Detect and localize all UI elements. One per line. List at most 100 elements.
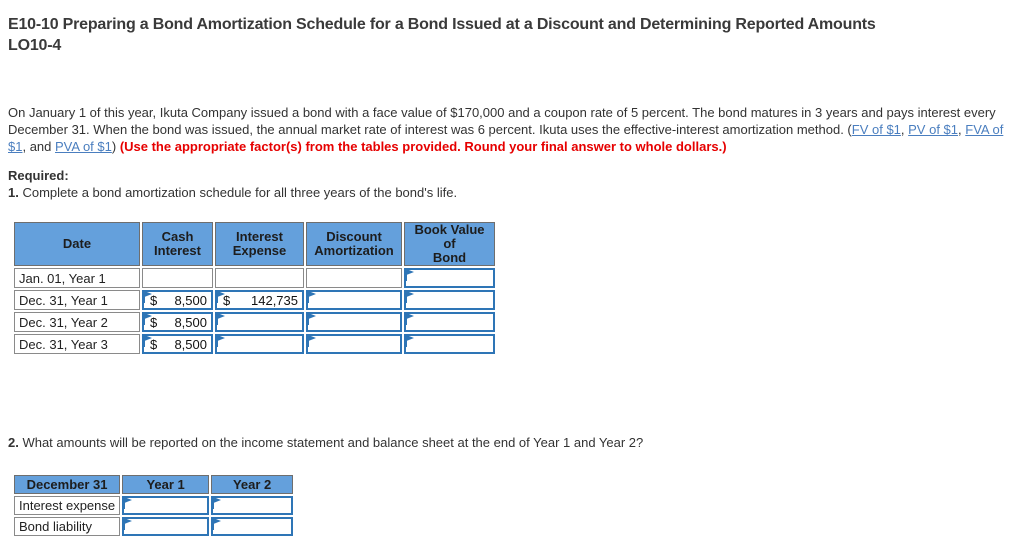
- answer-flag-icon: [212, 497, 222, 509]
- table-row: Dec. 31, Year 1 $ 8,500 $ 142,735: [14, 290, 495, 310]
- cash-interest-cell-dec31-y3: $ 8,500: [142, 334, 213, 354]
- answer-flag-icon: [405, 269, 414, 281]
- separator-text: ): [111, 139, 120, 154]
- date-label-dec31-y3: Dec. 31, Year 3: [14, 334, 140, 354]
- interest-expense-year1-cell: [122, 496, 210, 515]
- header-interest-expense: Interest Expense: [215, 222, 304, 266]
- interest-expense-cell-dec31-y2: [215, 312, 304, 332]
- pv-of-1-link[interactable]: PV of $1: [908, 122, 959, 137]
- exercise-title: E10-10 Preparing a Bond Amortization Sch…: [8, 14, 1008, 56]
- answer-flag-icon: [307, 291, 316, 303]
- table-row: Dec. 31, Year 2 $ 8,500: [14, 312, 495, 332]
- book-value-cell-dec31-y1: [404, 290, 495, 310]
- bond-liability-year1-input[interactable]: [122, 517, 210, 536]
- date-label-jan01-y1: Jan. 01, Year 1: [14, 268, 140, 288]
- reported-amounts-table: December 31 Year 1 Year 2 Interest expen…: [12, 473, 295, 538]
- interest-expense-year2-input[interactable]: [211, 496, 294, 515]
- discount-amortization-cell-jan01-y1: [306, 268, 402, 288]
- rounding-instruction-note: (Use the appropriate factor(s) from the …: [119, 139, 727, 154]
- fv-of-1-link[interactable]: FV of $1: [851, 122, 901, 137]
- answer-flag-icon: [307, 313, 316, 325]
- discount-amortization-input-dec31-y2[interactable]: [306, 312, 402, 332]
- interest-expense-input-dec31-y2[interactable]: [215, 312, 304, 332]
- cash-interest-value: 8,500: [174, 314, 207, 330]
- interest-expense-cell-dec31-y1: $ 142,735: [215, 290, 304, 310]
- bond-liability-year2-cell: [211, 517, 294, 536]
- separator-text: ,: [958, 122, 966, 137]
- answer-flag-icon: [405, 291, 414, 303]
- book-value-input-dec31-y3[interactable]: [404, 334, 495, 354]
- answer-flag-icon: [307, 335, 316, 347]
- problem-statement: On January 1 of this year, Ikuta Company…: [8, 104, 1016, 155]
- book-value-cell-dec31-y2: [404, 312, 495, 332]
- required-label: Required:: [8, 168, 69, 183]
- header-year-1: Year 1: [122, 475, 210, 494]
- table-row: Bond liability: [14, 517, 294, 536]
- required-section: Required: 1. Complete a bond amortizatio…: [8, 167, 1016, 201]
- table-row: Interest expense: [14, 496, 294, 515]
- answer-flag-icon: [216, 313, 225, 325]
- answer-flag-icon: [405, 313, 414, 325]
- book-value-input-dec31-y1[interactable]: [404, 290, 495, 310]
- dollar-sign: $: [223, 292, 231, 308]
- book-value-input-jan01-y1[interactable]: [404, 268, 495, 288]
- dollar-sign: $: [150, 314, 158, 330]
- answer-flag-icon: [216, 335, 225, 347]
- table-row: Dec. 31, Year 3 $ 8,500: [14, 334, 495, 354]
- table-header-row: Date Cash Interest Interest Expense Disc…: [14, 222, 495, 266]
- book-value-cell-jan01-y1: [404, 268, 495, 288]
- bond-liability-year1-cell: [122, 517, 210, 536]
- requirement-1-text: Complete a bond amortization schedule fo…: [18, 185, 458, 200]
- requirement-1: 1. Complete a bond amortization schedule…: [8, 184, 1016, 201]
- amortization-schedule-table: Date Cash Interest Interest Expense Disc…: [12, 220, 497, 356]
- interest-expense-cell-jan01-y1: [215, 268, 304, 288]
- interest-expense-year1-input[interactable]: [122, 496, 210, 515]
- bond-liability-year2-input[interactable]: [211, 517, 294, 536]
- header-cash-interest: Cash Interest: [142, 222, 213, 266]
- interest-expense-input-dec31-y3[interactable]: [215, 334, 304, 354]
- interest-expense-year2-cell: [211, 496, 294, 515]
- answer-flag-icon: [123, 518, 133, 530]
- requirement-2: 2. What amounts will be reported on the …: [8, 434, 1016, 451]
- header-date: Date: [14, 222, 140, 266]
- problem-text: On January 1 of this year, Ikuta Company…: [8, 105, 996, 137]
- discount-amortization-cell-dec31-y2: [306, 312, 402, 332]
- cash-interest-input-dec31-y2[interactable]: $ 8,500: [142, 312, 213, 332]
- book-value-cell-dec31-y3: [404, 334, 495, 354]
- interest-expense-input-dec31-y1[interactable]: $ 142,735: [215, 290, 304, 310]
- header-december-31: December 31: [14, 475, 121, 494]
- cash-interest-input-dec31-y3[interactable]: $ 8,500: [142, 334, 213, 354]
- exercise-page: E10-10 Preparing a Bond Amortization Sch…: [8, 14, 1016, 538]
- bond-liability-row-label: Bond liability: [14, 517, 121, 536]
- dollar-sign: $: [150, 292, 158, 308]
- requirement-2-text: What amounts will be reported on the inc…: [18, 435, 644, 450]
- exercise-title-line2: LO10-4: [8, 37, 62, 54]
- dollar-sign: $: [150, 336, 158, 352]
- requirement-2-number: 2.: [8, 435, 19, 450]
- cash-interest-cell-dec31-y1: $ 8,500: [142, 290, 213, 310]
- header-discount-amortization: Discount Amortization: [306, 222, 402, 266]
- cash-interest-value: 8,500: [174, 336, 207, 352]
- interest-expense-cell-dec31-y3: [215, 334, 304, 354]
- interest-expense-row-label: Interest expense: [14, 496, 121, 515]
- cash-interest-value: 8,500: [174, 292, 207, 308]
- exercise-title-line1: E10-10 Preparing a Bond Amortization Sch…: [8, 16, 876, 33]
- pva-of-1-link[interactable]: PVA of $1: [55, 139, 112, 154]
- header-year-2: Year 2: [211, 475, 294, 494]
- cash-interest-input-dec31-y1[interactable]: $ 8,500: [142, 290, 213, 310]
- interest-expense-value: 142,735: [251, 292, 298, 308]
- fva-of-1-link[interactable]: FVA of $1: [8, 122, 1004, 154]
- header-book-value: Book Value of Bond: [404, 222, 495, 266]
- book-value-input-dec31-y2[interactable]: [404, 312, 495, 332]
- cash-interest-cell-jan01-y1: [142, 268, 213, 288]
- date-label-dec31-y1: Dec. 31, Year 1: [14, 290, 140, 310]
- discount-amortization-input-dec31-y3[interactable]: [306, 334, 402, 354]
- cash-interest-cell-dec31-y2: $ 8,500: [142, 312, 213, 332]
- discount-amortization-input-dec31-y1[interactable]: [306, 290, 402, 310]
- table-header-row: December 31 Year 1 Year 2: [14, 475, 294, 494]
- discount-amortization-cell-dec31-y3: [306, 334, 402, 354]
- answer-flag-icon: [212, 518, 222, 530]
- separator-text: ,: [900, 122, 909, 137]
- discount-amortization-cell-dec31-y1: [306, 290, 402, 310]
- answer-flag-icon: [123, 497, 133, 509]
